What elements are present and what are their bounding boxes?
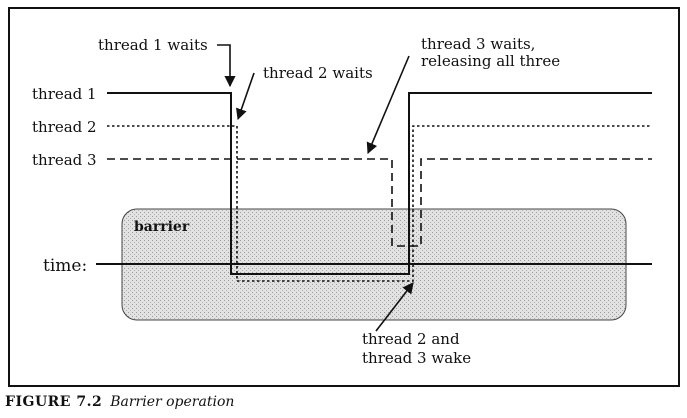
figure-number: FIGURE 7.2 [5,394,103,410]
figure-title: Barrier operation [110,394,235,410]
thread-2-waits-arrow [236,72,255,121]
thread-1-line [107,92,652,275]
thread-3-label: thread 3 [32,151,97,169]
thread-1-waits-arrow [217,44,236,88]
thread-2-label: thread 2 [32,118,97,136]
barrier-label: barrier [134,219,190,235]
figure-frame [8,7,680,387]
thread-1-waits-label: thread 1 waits [98,36,208,54]
thread-3-waits-label: thread 3 waits, [421,35,535,53]
thread-3-line [107,158,652,247]
time-label: time: [43,256,87,276]
figure-caption: FIGURE 7.2 Barrier operation [5,394,234,410]
thread-2-line [107,125,652,282]
thread-3-releasing-label: releasing all three [421,52,560,70]
wake-label-line-1: thread 2 and [362,330,460,348]
thread-2-waits-label: thread 2 waits [263,64,373,82]
thread-3-waits-arrow [366,55,410,155]
thread-1-label: thread 1 [32,85,97,103]
wake-label-line-2: thread 3 wake [362,349,471,367]
wake-arrow [375,282,414,332]
